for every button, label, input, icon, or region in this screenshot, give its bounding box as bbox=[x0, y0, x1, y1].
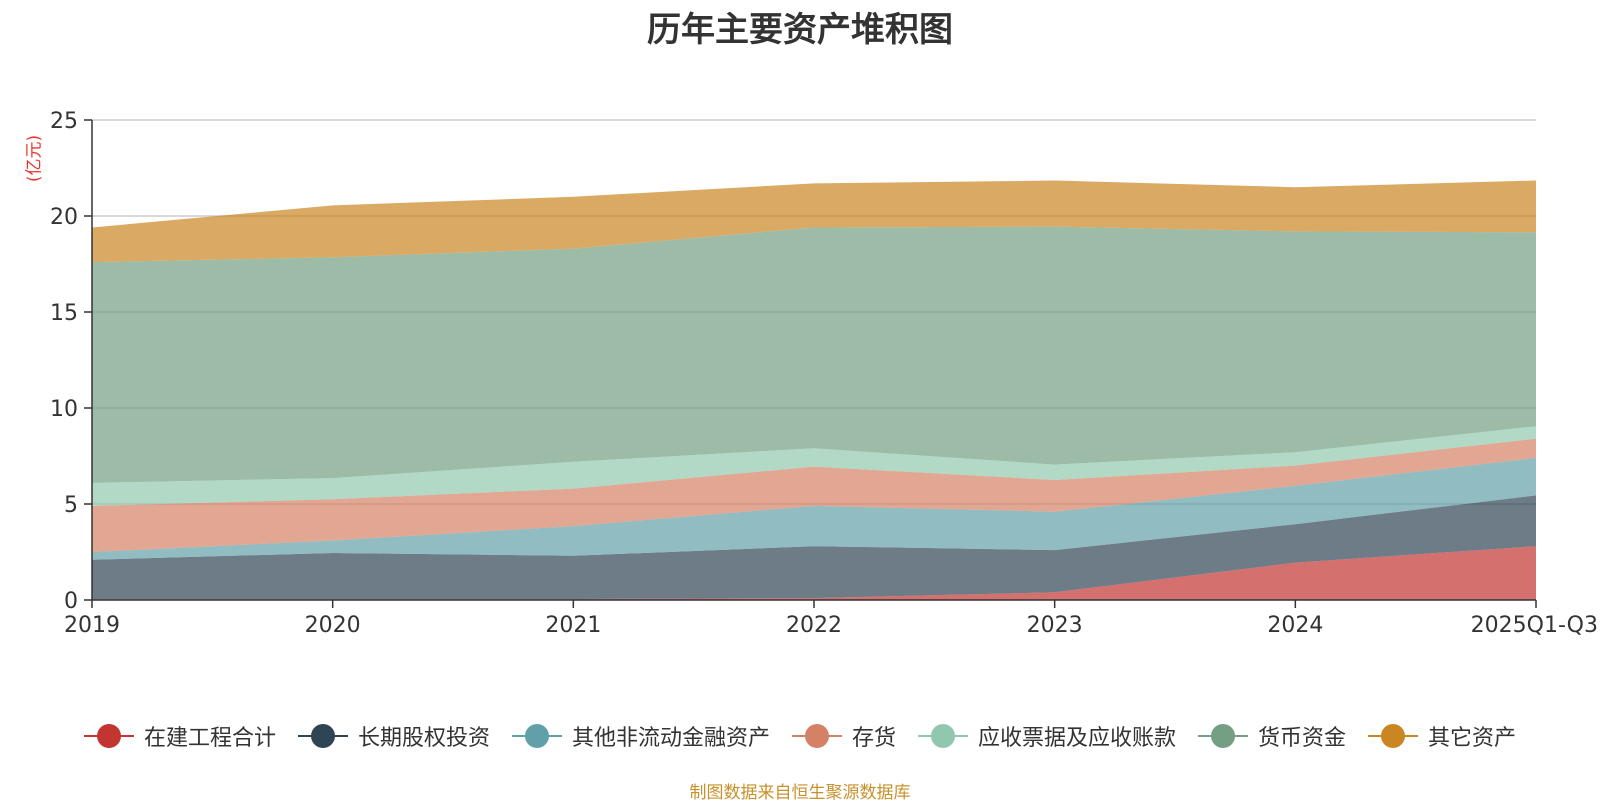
x-tick-label-5: 2024 bbox=[1267, 613, 1323, 638]
legend-marker-6 bbox=[1368, 723, 1419, 749]
x-tick-label-0: 2019 bbox=[64, 613, 120, 638]
legend-item-5[interactable]: 货币资金 bbox=[1198, 720, 1346, 752]
legend-item-1[interactable]: 长期股权投资 bbox=[297, 720, 490, 752]
legend-label-3: 存货 bbox=[851, 726, 896, 751]
legend-item-4[interactable]: 应收票据及应收账款 bbox=[918, 720, 1176, 752]
y-tick-label-2: 10 bbox=[50, 397, 78, 422]
area-series-0[interactable] bbox=[92, 546, 1536, 600]
legend-label-2: 其他非流动金融资产 bbox=[571, 726, 770, 751]
stacked-area-chart: 0 5 10 15 20 25 2019 2020 2021 2022 2023 2024 2025Q1… bbox=[50, 109, 1598, 638]
area-series-1[interactable] bbox=[92, 495, 1536, 599]
legend-label-4: 应收票据及应收账款 bbox=[978, 726, 1177, 751]
area-series-2[interactable] bbox=[92, 457, 1536, 560]
legend-label-0: 在建工程合计 bbox=[143, 726, 276, 751]
legend-label-5: 货币资金 bbox=[1258, 726, 1347, 751]
x-tick-label-4: 2023 bbox=[1027, 613, 1083, 638]
x-tick-label-1: 2020 bbox=[305, 613, 361, 638]
chart-title: 历年主要资产堆积图 bbox=[647, 10, 953, 50]
legend-marker-3 bbox=[791, 723, 842, 749]
area-series-6[interactable] bbox=[92, 180, 1536, 263]
y-tick-label-4: 20 bbox=[50, 205, 78, 230]
x-tick-label-2: 2021 bbox=[545, 613, 601, 638]
x-tick-label-3: 2022 bbox=[786, 613, 842, 638]
legend-item-3[interactable]: 存货 bbox=[791, 720, 896, 752]
legend: 在建工程合计 长期股权投资 其他非流动金融资产 存货 应收票据及应收账款 货币资金 其它资产 bbox=[0, 716, 1600, 756]
legend-label-6: 其它资产 bbox=[1428, 726, 1517, 751]
legend-label-1: 长期股权投资 bbox=[357, 726, 490, 751]
y-tick-label-1: 5 bbox=[64, 493, 78, 518]
area-series bbox=[92, 180, 1536, 600]
legend-item-2[interactable]: 其他非流动金融资产 bbox=[511, 720, 770, 752]
legend-marker-2 bbox=[511, 723, 562, 749]
axes: 0 5 10 15 20 25 2019 2020 2021 2022 2023 2024 2025Q1… bbox=[50, 109, 1598, 638]
area-series-3[interactable] bbox=[92, 438, 1536, 552]
y-tick-label-5: 25 bbox=[50, 109, 78, 134]
x-tick-label-6: 2025Q1-Q3 bbox=[1471, 613, 1598, 638]
legend-marker-0 bbox=[83, 723, 134, 749]
y-tick-label-3: 15 bbox=[50, 301, 78, 326]
area-series-5[interactable] bbox=[92, 226, 1536, 483]
legend-item-0[interactable]: 在建工程合计 bbox=[83, 720, 276, 752]
legend-marker-1 bbox=[297, 723, 348, 749]
legend-marker-5 bbox=[1198, 723, 1249, 749]
legend-marker-4 bbox=[918, 723, 968, 749]
source-note: 制图数据来自恒生聚源数据库 bbox=[689, 783, 911, 803]
area-series-4[interactable] bbox=[92, 426, 1536, 506]
legend-item-6[interactable]: 其它资产 bbox=[1368, 720, 1516, 752]
y-tick-label-0: 0 bbox=[64, 589, 78, 614]
